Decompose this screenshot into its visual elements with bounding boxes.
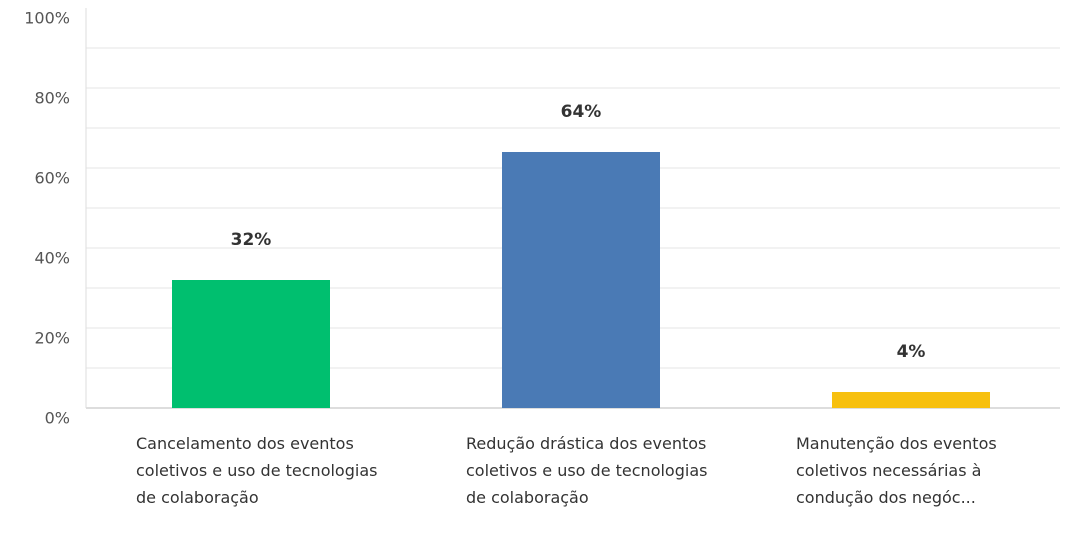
y-tick-label: 40% [34,249,70,268]
y-tick-label: 20% [34,329,70,348]
value-label: 32% [231,230,272,250]
bar [172,280,330,408]
y-tick-label: 0% [45,409,70,428]
bar [502,152,660,408]
y-tick-label: 80% [34,89,70,108]
x-tick-label: Manutenção dos eventos coletivos necessá… [796,434,997,507]
value-label: 4% [897,342,926,362]
bar [832,392,990,408]
y-tick-label: 60% [34,169,70,188]
x-tick-label: Cancelamento dos eventos coletivos e uso… [136,434,378,507]
x-tick-label: Redução drástica dos eventos coletivos e… [466,434,708,507]
y-tick-label: 100% [24,9,70,28]
value-label: 64% [561,102,602,122]
